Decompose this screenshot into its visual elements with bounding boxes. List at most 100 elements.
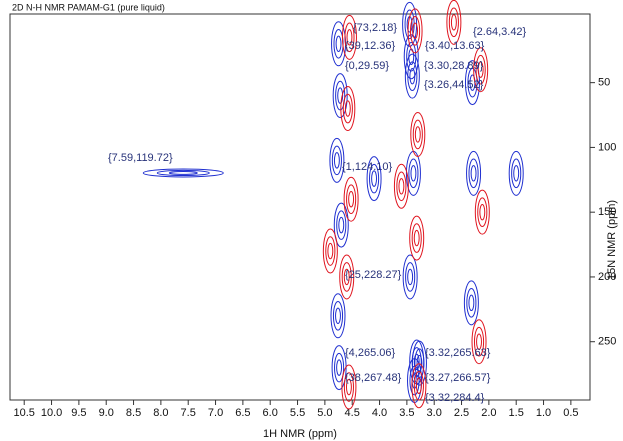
contour-peak xyxy=(446,0,462,45)
contour-peak xyxy=(412,22,419,40)
contour-peak xyxy=(398,178,405,195)
contour-peak xyxy=(369,163,380,194)
contour-peak xyxy=(463,280,479,326)
contour-peak xyxy=(334,352,345,383)
x-tick-label: 9.0 xyxy=(99,407,114,419)
contour-peak xyxy=(366,156,382,202)
x-axis-label: 1H NMR (ppm) xyxy=(263,428,337,440)
contour-peak xyxy=(333,202,349,248)
contour-peak xyxy=(410,16,421,46)
contour-peak xyxy=(406,41,417,72)
contour-peak xyxy=(450,14,457,31)
contour-peak xyxy=(336,359,343,376)
contour-peak xyxy=(333,28,344,59)
contour-peak xyxy=(473,326,485,357)
x-tick-label: 4.0 xyxy=(372,407,387,419)
contour-peak xyxy=(345,378,352,396)
peak-annotation: {4,265.06} xyxy=(345,347,395,359)
peak-annotation: {39,12.36} xyxy=(345,40,395,52)
contour-peak xyxy=(331,145,342,176)
x-tick-label: 2.0 xyxy=(481,407,496,419)
x-tick-label: 6.0 xyxy=(263,407,278,419)
peak-annotation: {25,228.27} xyxy=(345,269,402,281)
contour-peak xyxy=(344,100,351,117)
contour-peak xyxy=(411,340,427,386)
contour-peak xyxy=(408,158,419,189)
contour-peak xyxy=(396,171,407,202)
peak-annotation: {3.32,265.63} xyxy=(425,347,491,359)
contour-peak xyxy=(393,163,409,209)
peak-annotation: {7.59,119.72} xyxy=(108,152,173,164)
contour-peak xyxy=(343,268,350,286)
x-tick-label: 3.5 xyxy=(399,407,414,419)
contour-peak xyxy=(470,165,477,182)
contour-peak xyxy=(411,223,422,253)
contour-peak xyxy=(341,262,352,292)
y-tick-label: 100 xyxy=(598,141,616,153)
contour-peak xyxy=(475,54,486,85)
contour-peak xyxy=(508,150,524,196)
contour-peak xyxy=(467,67,478,98)
contour-peak xyxy=(404,9,415,40)
x-tick-label: 7.0 xyxy=(208,407,223,419)
contour-peak xyxy=(344,22,355,53)
contour-peak xyxy=(468,158,479,189)
contour-peak xyxy=(476,333,482,350)
contour-peak xyxy=(411,363,427,409)
contour-peak xyxy=(464,60,480,106)
contour-peak xyxy=(414,348,425,378)
peak-annotation: {1,124.10} xyxy=(342,161,392,173)
peak-annotation: {2.64,3.42} xyxy=(473,26,527,38)
contour-peak xyxy=(341,14,357,60)
contour-peak xyxy=(403,34,419,80)
x-tick-label: 8.5 xyxy=(126,407,141,419)
x-tick-label: 6.5 xyxy=(235,407,250,419)
contour-peak xyxy=(322,228,338,274)
contour-peak xyxy=(511,158,522,189)
contour-peak xyxy=(513,165,520,182)
contour-peak xyxy=(415,377,422,394)
peak-annotation: {3.32,284.4} xyxy=(425,392,485,404)
contour-peak xyxy=(477,61,484,78)
contour-peak xyxy=(479,203,486,221)
contour-peak xyxy=(371,170,378,187)
contour-peak xyxy=(477,197,488,227)
x-tick-label: 9.5 xyxy=(71,407,86,419)
peak-annotation: {3.30,28.89} xyxy=(424,60,484,72)
contour-peak xyxy=(409,67,416,85)
contour-peak xyxy=(348,191,355,208)
x-tick-label: 5.5 xyxy=(290,407,305,419)
contour-peak xyxy=(142,168,224,178)
contour-peak xyxy=(468,294,475,312)
y-axis-label: 15N NMR (ppm) xyxy=(606,200,618,280)
contour-peak xyxy=(335,307,341,325)
contour-peak xyxy=(338,216,345,234)
contour-peak xyxy=(336,210,347,240)
peak-annotation: {73,2.18} xyxy=(353,22,397,34)
contour-peak xyxy=(332,73,348,119)
contour-peak xyxy=(341,364,357,410)
contour-peak xyxy=(335,80,346,111)
contour-peak xyxy=(413,370,424,401)
contour-peak xyxy=(448,7,459,38)
contour-peak xyxy=(330,293,346,339)
contour-peak xyxy=(329,137,345,183)
peak-annotation: {38,267.48} xyxy=(345,372,402,384)
plot-frame xyxy=(9,13,591,401)
contour-peak xyxy=(410,111,426,157)
y-tick-label: 250 xyxy=(598,336,616,348)
contour-peak xyxy=(407,8,423,54)
x-tick-label: 2.5 xyxy=(454,407,469,419)
contour-peak xyxy=(335,35,342,52)
contour-peak xyxy=(416,354,423,372)
peak-annotation: {0,29.59} xyxy=(345,60,389,72)
x-tick-label: 4.5 xyxy=(345,407,360,419)
contour-peak xyxy=(168,171,198,175)
x-tick-label: 3.0 xyxy=(427,407,442,419)
contour-peak xyxy=(346,29,353,46)
chart-title: 2D N-H NMR PAMAM-G1 (pure liquid) xyxy=(12,2,165,12)
y-tick-label: 50 xyxy=(598,77,610,89)
contour-peak xyxy=(346,184,357,215)
contour-peak xyxy=(343,176,359,222)
contour-peak xyxy=(342,93,353,124)
